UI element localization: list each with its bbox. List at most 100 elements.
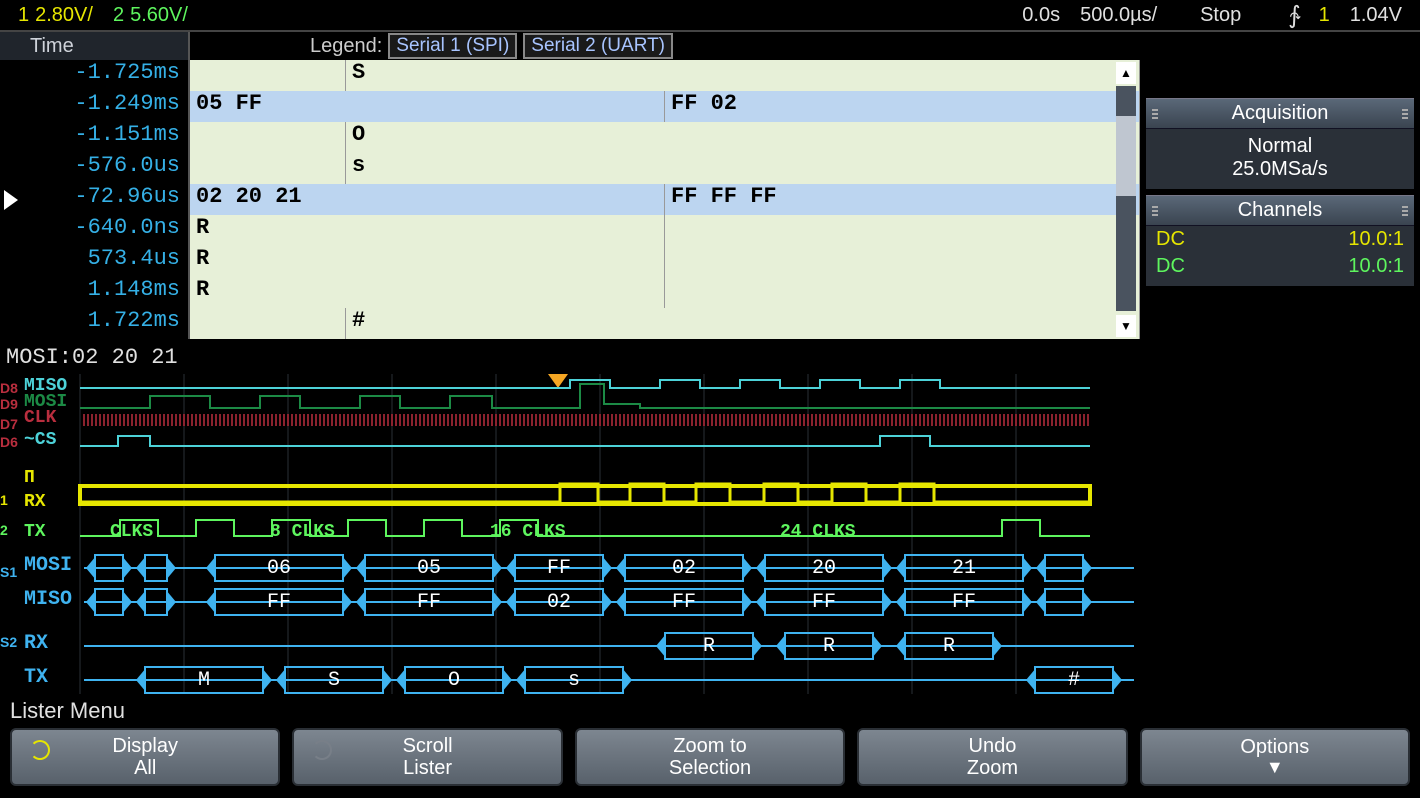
decode-frame: S bbox=[284, 666, 384, 694]
serial1-cell bbox=[190, 122, 346, 153]
channel-info-row: DC 10.0:1 bbox=[1146, 226, 1414, 253]
decode-frame: 02 bbox=[514, 588, 604, 616]
decode-frame bbox=[1044, 588, 1084, 616]
decode-frame: 21 bbox=[904, 554, 1024, 582]
softkey-button[interactable]: DisplayAll bbox=[10, 728, 280, 786]
lister-row[interactable]: -640.0nsR bbox=[0, 215, 1140, 246]
time-cell: -576.0us bbox=[0, 153, 190, 184]
decode-frame bbox=[144, 554, 168, 582]
decode-frame: 05 bbox=[364, 554, 494, 582]
time-cell: -640.0ns bbox=[0, 215, 190, 246]
legend-serial2[interactable]: Serial 2 (UART) bbox=[523, 33, 673, 59]
decode-frame: FF bbox=[764, 588, 884, 616]
lister-row[interactable]: 1.722ms # bbox=[0, 308, 1140, 339]
softkey-button[interactable]: Zoom toSelection bbox=[575, 728, 845, 786]
softkey-button[interactable]: ScrollLister bbox=[292, 728, 562, 786]
lister-row[interactable]: 1.148msR bbox=[0, 277, 1140, 308]
decode-frame: s bbox=[524, 666, 624, 694]
serial1-cell: R bbox=[190, 277, 665, 308]
decode-frame: FF bbox=[364, 588, 494, 616]
decode-row: MISOFFFF02FFFFFF bbox=[24, 588, 1134, 618]
serial1-cell: R bbox=[190, 246, 665, 277]
trigger-level: 1.04V bbox=[1340, 4, 1412, 27]
signal-label: ~CS bbox=[24, 430, 56, 450]
decode-frame: FF bbox=[904, 588, 1024, 616]
serial2-cell bbox=[665, 246, 1140, 277]
ch2-number: 2 bbox=[113, 4, 124, 27]
decode-label: RX bbox=[24, 632, 80, 655]
lister-row[interactable]: -576.0us s bbox=[0, 153, 1140, 184]
coupling-label: DC bbox=[1156, 255, 1185, 278]
coupling-label: DC bbox=[1156, 228, 1185, 251]
lister-row[interactable]: -1.249ms05 FFFF 02 bbox=[0, 91, 1140, 122]
scrollbar-thumb[interactable] bbox=[1116, 116, 1136, 196]
waveform-display[interactable]: MISOMOSICLK~CSПRXTX D8D9D7D612S1S2 CLKS8… bbox=[0, 374, 1140, 694]
softkey-line2: Selection bbox=[669, 757, 751, 779]
channel-index-label: D8 bbox=[0, 380, 18, 396]
serial2-cell bbox=[665, 277, 1140, 308]
channel-index-label: D7 bbox=[0, 416, 18, 432]
lister-row[interactable]: -72.96us02 20 21FF FF FF bbox=[0, 184, 1140, 215]
decode-row: MOSI0605FF022021 bbox=[24, 554, 1134, 584]
serial2-cell: O bbox=[346, 122, 1140, 153]
time-cell: -1.249ms bbox=[0, 91, 190, 122]
scroll-up-icon[interactable]: ▲ bbox=[1116, 62, 1136, 84]
decode-row: TXMSOs# bbox=[24, 666, 1134, 694]
serial1-cell: 05 FF bbox=[190, 91, 665, 122]
lister-table: Time Legend: Serial 1 (SPI) Serial 2 (UA… bbox=[0, 32, 1140, 339]
decode-frame: # bbox=[1034, 666, 1114, 694]
time-cell: -1.151ms bbox=[0, 122, 190, 153]
channel-index-label: D9 bbox=[0, 396, 18, 412]
serial1-cell: R bbox=[190, 215, 665, 246]
lister-row[interactable]: 573.4usR bbox=[0, 246, 1140, 277]
softkey-line2: Zoom bbox=[967, 757, 1018, 779]
decode-frame: FF bbox=[624, 588, 744, 616]
serial1-cell: 02 20 21 bbox=[190, 184, 665, 215]
softkey-line1: Zoom to bbox=[673, 735, 746, 757]
serial2-cell: FF 02 bbox=[665, 91, 1140, 122]
scrollbar-track[interactable] bbox=[1116, 86, 1136, 311]
ch2-vdiv: 5.60V/ bbox=[130, 4, 188, 27]
decode-frame bbox=[94, 554, 124, 582]
serial1-cell bbox=[190, 153, 346, 184]
serial2-cell: FF FF FF bbox=[665, 184, 1140, 215]
menu-title: Lister Menu bbox=[0, 694, 1420, 728]
lister-row[interactable]: -1.725msS bbox=[0, 60, 1140, 91]
decode-frame bbox=[144, 588, 168, 616]
trigger-source: 1 bbox=[1309, 4, 1340, 27]
decode-label: MISO bbox=[24, 588, 80, 611]
time-cell: 1.722ms bbox=[0, 308, 190, 339]
softkey-menu: Lister Menu DisplayAllScrollListerZoom t… bbox=[0, 694, 1420, 798]
channel-index-label: S1 bbox=[0, 564, 17, 580]
clks-label: CLKS bbox=[110, 522, 153, 542]
softkey-button[interactable]: Options▼ bbox=[1140, 728, 1410, 786]
legend-serial1[interactable]: Serial 1 (SPI) bbox=[388, 33, 517, 59]
softkey-button[interactable]: UndoZoom bbox=[857, 728, 1127, 786]
time-cell: -1.725ms bbox=[0, 60, 190, 91]
decode-label: MOSI bbox=[24, 554, 80, 577]
refresh-icon bbox=[312, 740, 332, 760]
channel-index-label: D6 bbox=[0, 434, 18, 450]
probe-ratio: 10.0:1 bbox=[1348, 228, 1404, 251]
lister-row[interactable]: -1.151ms O bbox=[0, 122, 1140, 153]
serial2-cell: s bbox=[346, 153, 1140, 184]
decode-label: TX bbox=[24, 666, 80, 689]
softkey-line1: Options bbox=[1240, 736, 1309, 758]
scroll-down-icon[interactable]: ▼ bbox=[1116, 315, 1136, 337]
decode-frame bbox=[94, 588, 124, 616]
delay-readout: 0.0s bbox=[1012, 4, 1070, 27]
chevron-down-icon: ▼ bbox=[1266, 758, 1284, 778]
side-panel: Acquisition Normal 25.0MSa/s Channels DC… bbox=[1140, 32, 1420, 694]
serial2-cell: # bbox=[346, 308, 1140, 339]
channel-info-row: DC 10.0:1 bbox=[1146, 253, 1414, 280]
softkey-line1: Undo bbox=[969, 735, 1017, 757]
refresh-icon bbox=[30, 740, 50, 760]
probe-ratio: 10.0:1 bbox=[1348, 255, 1404, 278]
softkey-line1: Scroll bbox=[403, 735, 453, 757]
serial2-cell bbox=[665, 215, 1140, 246]
acquisition-header: Acquisition bbox=[1146, 98, 1414, 129]
signal-label: TX bbox=[24, 522, 46, 542]
decode-frame: R bbox=[784, 632, 874, 660]
time-column-header: Time bbox=[0, 32, 190, 60]
status-bar: 1 2.80V/ 2 5.60V/ 0.0s 500.0µs/ Stop ∱ 1… bbox=[0, 0, 1420, 32]
